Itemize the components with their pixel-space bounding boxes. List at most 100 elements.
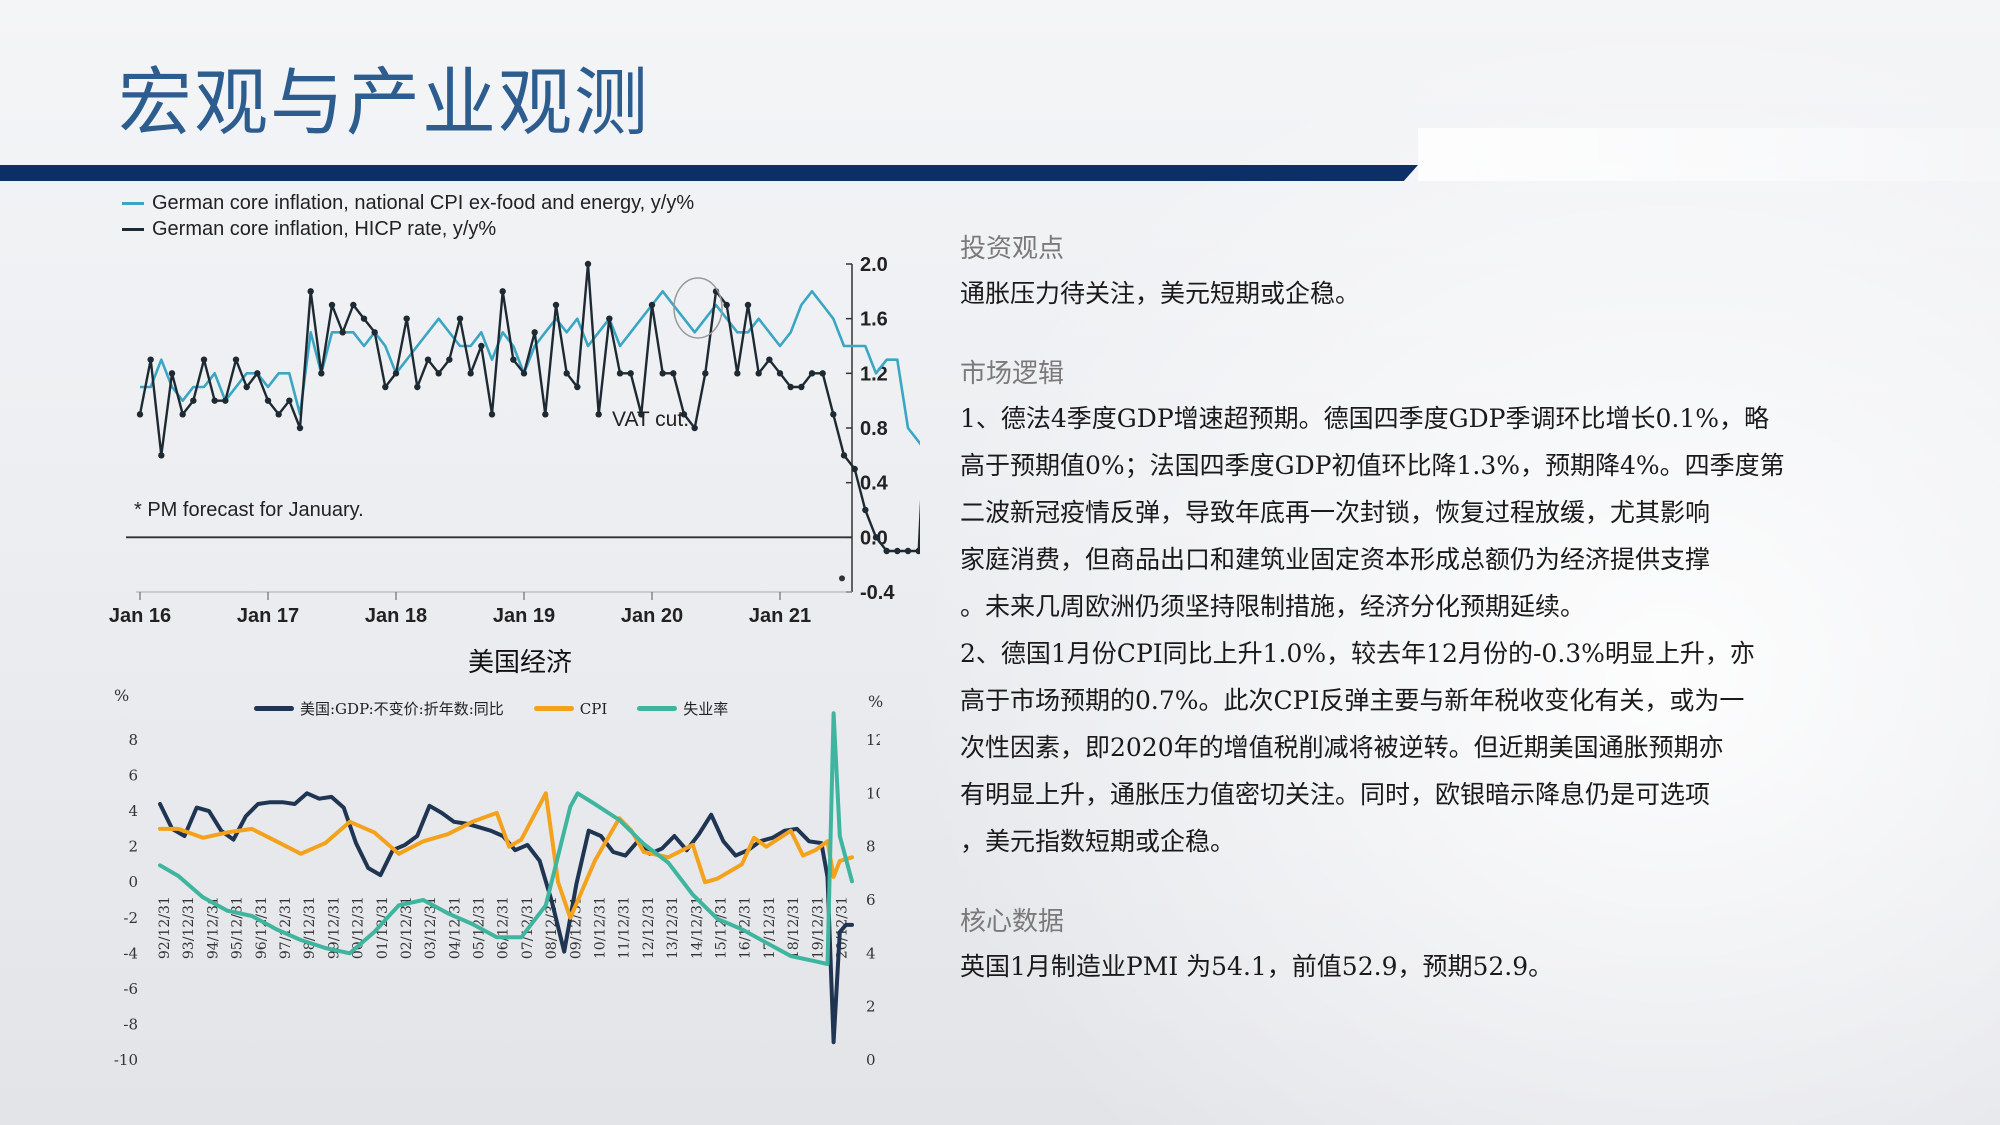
hicp-point [798,383,805,391]
chart1-legend-item-cpi: German core inflation, national CPI ex-f… [122,190,694,216]
chart2-legend-gdp: 美国:GDP:不变价:折年数:同比 [254,698,504,719]
left-tick-label: 4 [128,802,138,820]
x-tick-label: 12/12/31 [641,896,657,959]
left-tick-label: -6 [123,980,138,998]
legend-swatch [122,227,144,231]
hicp-point [691,424,698,432]
hicp-point [478,342,485,350]
y-tick-label: -0.4 [860,582,895,604]
hicp-point [830,411,837,418]
hicp-point [147,356,154,363]
right-tick-label: 4 [866,944,876,962]
chart2-right-unit: % [868,692,884,711]
hicp-point [552,301,560,309]
hicp-point [254,370,261,377]
left-tick-label: 6 [128,767,138,785]
x-tick-label: Jan 18 [365,605,427,627]
hicp-point [168,370,176,377]
x-tick-label: 04/12/31 [447,896,463,959]
market-logic-text: 1、德法4季度GDP增速超预期。德国四季度GDP季调环比增长0.1%，略 高于预期… [960,395,1960,865]
hicp-point [222,397,229,404]
right-tick-label: 0 [866,1051,876,1069]
hicp-point [318,370,325,377]
section-head-core-data: 核心数据 [960,907,1065,937]
hicp-point [787,383,794,391]
hicp-point [574,383,581,391]
hicp-point [456,315,464,322]
hicp-point [744,301,752,309]
section-head-market-logic: 市场逻辑 [960,359,1065,389]
left-tick-label: 2 [128,838,138,856]
hicp-point [659,370,666,377]
series-line-cpi [140,290,920,446]
hicp-point [179,411,186,418]
chart2-legend-unemployment: 失业率 [637,698,728,719]
hicp-point [136,411,144,418]
chart2-title: 美国经济 [467,648,572,678]
hicp-point [872,534,880,541]
hicp-point [584,260,592,268]
market-logic-line: ，美元指数短期或企稳。 [960,827,1236,856]
page-title: 宏观与产业观测 [118,60,650,146]
hicp-point [360,315,368,322]
hicp-point [350,301,357,309]
vat-cut-annotation: VAT cut. [612,408,689,431]
hicp-point [808,370,816,377]
left-tick-label: 8 [128,731,138,749]
x-tick-label: 18/12/31 [786,896,802,959]
market-logic-line: 1、德法4季度GDP增速超预期。德国四季度GDP季调环比增长0.1%，略 [960,404,1769,433]
left-tick-label: 0 [128,873,138,891]
hicp-point [264,397,272,404]
hicp-point [563,370,570,377]
core-data-text: 英国1月制造业PMI 为54.1，前值52.9，预期52.9。 [960,952,1554,981]
legend-swatch [637,706,678,711]
commentary: 投资观点 通胀压力待关注，美元短期或企稳。 市场逻辑 1、德法4季度GDP增速超… [960,228,1960,990]
hicp-point [424,356,432,363]
hicp-point [190,397,197,404]
hicp-point [862,506,869,514]
x-tick-label: 02/12/31 [399,896,415,959]
hicp-point [776,370,784,377]
x-tick-label: 96/12/31 [254,896,270,959]
hicp-point [211,397,218,404]
series-line-cpi [158,791,854,920]
x-tick-label: 11/12/31 [617,896,633,959]
hicp-point [371,329,378,336]
hicp-point [755,370,762,377]
x-tick-label: 14/12/31 [689,896,705,959]
header-rule [0,165,1418,181]
hicp-point [531,329,538,336]
legend-swatch [254,706,294,711]
hicp-point [904,547,912,555]
hicp-point [680,411,688,418]
x-tick-label: Jan 19 [493,605,555,627]
x-tick-label: 01/12/31 [375,896,391,959]
hicp-point [488,411,496,418]
x-tick-label: 97/12/31 [278,896,294,959]
x-tick-label: 93/12/31 [181,896,197,959]
hicp-point [286,397,293,404]
hicp-point [670,370,677,377]
market-logic-line: 次性因素，即2020年的增值税削减将被逆转。但近期美国通胀预期亦 [960,733,1724,762]
x-tick-label: Jan 21 [749,605,811,627]
x-tick-label: 99/12/31 [326,896,342,959]
investment-view-text: 通胀压力待关注，美元短期或企稳。 [960,279,1361,308]
forecast-point [839,575,845,582]
legend-label: 美国:GDP:不变价:折年数:同比 [300,700,504,718]
hicp-point [200,356,208,363]
legend-swatch [122,201,144,205]
hicp-point [894,547,901,555]
x-tick-label: 98/12/31 [302,896,318,959]
left-tick-label: -8 [123,1015,138,1033]
background-glow [900,0,2000,1125]
hicp-point [648,301,656,309]
hicp-point [435,370,442,377]
market-logic-line: 家庭消费，但商品出口和建筑业固定资本形成总额仍为经济提供支撑 [960,545,1711,574]
hicp-point [510,356,517,363]
hicp-point [702,370,709,377]
x-tick-label: 06/12/31 [496,896,512,959]
y-tick-label: 0.4 [860,473,889,495]
chart2-legend: 美国:GDP:不变价:折年数:同比 CPI 失业率 [254,698,758,719]
us-economy-chart: 8 6 4 2 0 -2 -4 -6 -8 -10 12 10 8 6 4 2 0 92/12/31 93/12/3… [114,711,880,1069]
hicp-point [243,383,250,391]
